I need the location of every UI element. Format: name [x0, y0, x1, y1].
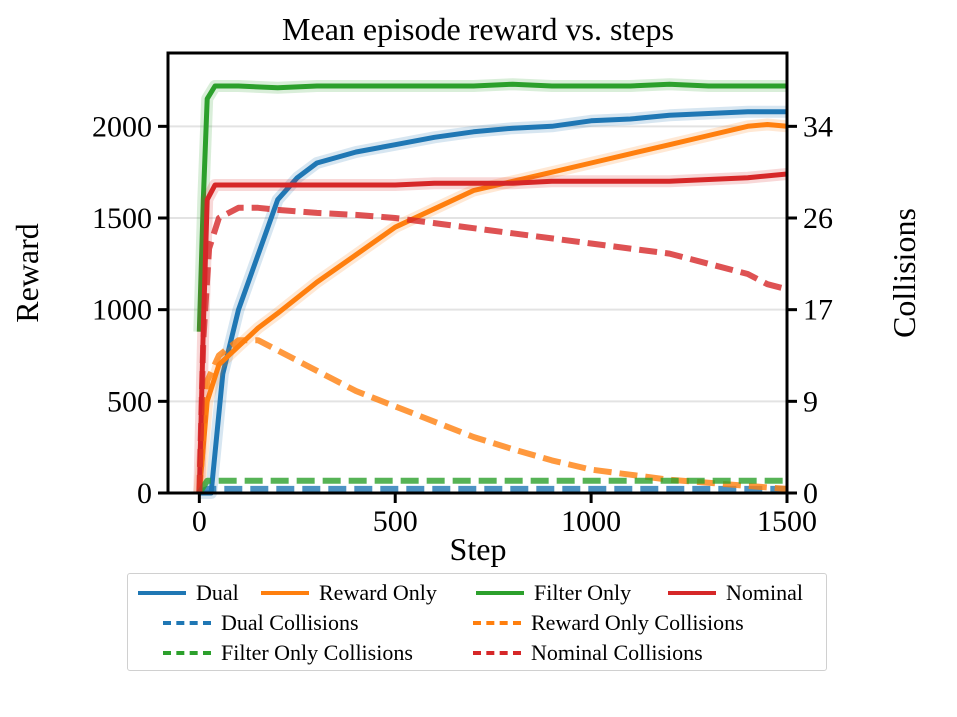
legend-swatch [163, 621, 211, 625]
y2-tick-label: 0 [803, 477, 818, 510]
legend-label: Reward Only [319, 580, 437, 605]
legend-label: Nominal Collisions [531, 640, 703, 665]
y2-tick-label: 17 [803, 294, 833, 327]
legend-item-reward-only-collisions: Reward Only Collisions [473, 610, 744, 636]
x-axis-label: Step [450, 531, 507, 567]
series-line-filter-only-collisions [196, 477, 787, 495]
legend-item-reward-only: Reward Only [261, 580, 437, 606]
legend-item-dual: Dual [138, 580, 239, 606]
y-tick-label: 1500 [92, 202, 152, 235]
chart-title: Mean episode reward vs. steps [282, 11, 674, 47]
plot-frame [166, 51, 789, 495]
legend-label: Dual Collisions [221, 610, 359, 635]
y-tick-label: 500 [107, 385, 152, 418]
y2-axis-label: Collisions [886, 208, 922, 338]
legend-label: Dual [196, 580, 239, 605]
series-line-dual [199, 109, 787, 496]
legend-swatch [473, 651, 521, 655]
legend-item-nominal-collisions: Nominal Collisions [473, 640, 703, 666]
series-line-filter-only [196, 81, 787, 332]
x-tick-label: 1500 [757, 505, 817, 538]
legend-label: Filter Only [534, 580, 632, 605]
legend-swatch [476, 591, 524, 595]
legend-label: Nominal [726, 580, 803, 605]
y2-tick-label: 26 [803, 202, 833, 235]
legend-item-filter-only: Filter Only [476, 580, 631, 606]
series-line-reward-only [196, 122, 788, 494]
legend-swatch [473, 621, 521, 625]
series-line-nominal-collisions [196, 204, 788, 494]
y2-tick-label: 34 [803, 110, 833, 143]
series-line-reward-only-collisions [196, 337, 788, 494]
y2-tick-label: 9 [803, 385, 818, 418]
legend-item-dual-collisions: Dual Collisions [163, 610, 359, 636]
x-tick-label: 500 [373, 505, 418, 538]
legend-swatch [163, 651, 211, 655]
series-line-dual-collisions [197, 485, 787, 496]
y-tick-label: 0 [137, 477, 152, 510]
y-tick-label: 2000 [92, 110, 152, 143]
legend-swatch [138, 591, 186, 595]
series-line-nominal [196, 171, 788, 494]
legend-label: Filter Only Collisions [221, 640, 413, 665]
x-tick-label: 1000 [561, 505, 621, 538]
x-tick-label: 0 [192, 505, 207, 538]
y-axis-label: Reward [9, 223, 45, 323]
legend-swatch [261, 591, 309, 595]
y-tick-label: 1000 [92, 294, 152, 327]
legend-item-nominal: Nominal [668, 580, 803, 606]
legend-swatch [668, 591, 716, 595]
legend: Dual Reward Only Filter Only Nominal Dua… [127, 573, 827, 671]
legend-label: Reward Only Collisions [531, 610, 744, 635]
legend-item-filter-only-collisions: Filter Only Collisions [163, 640, 413, 666]
